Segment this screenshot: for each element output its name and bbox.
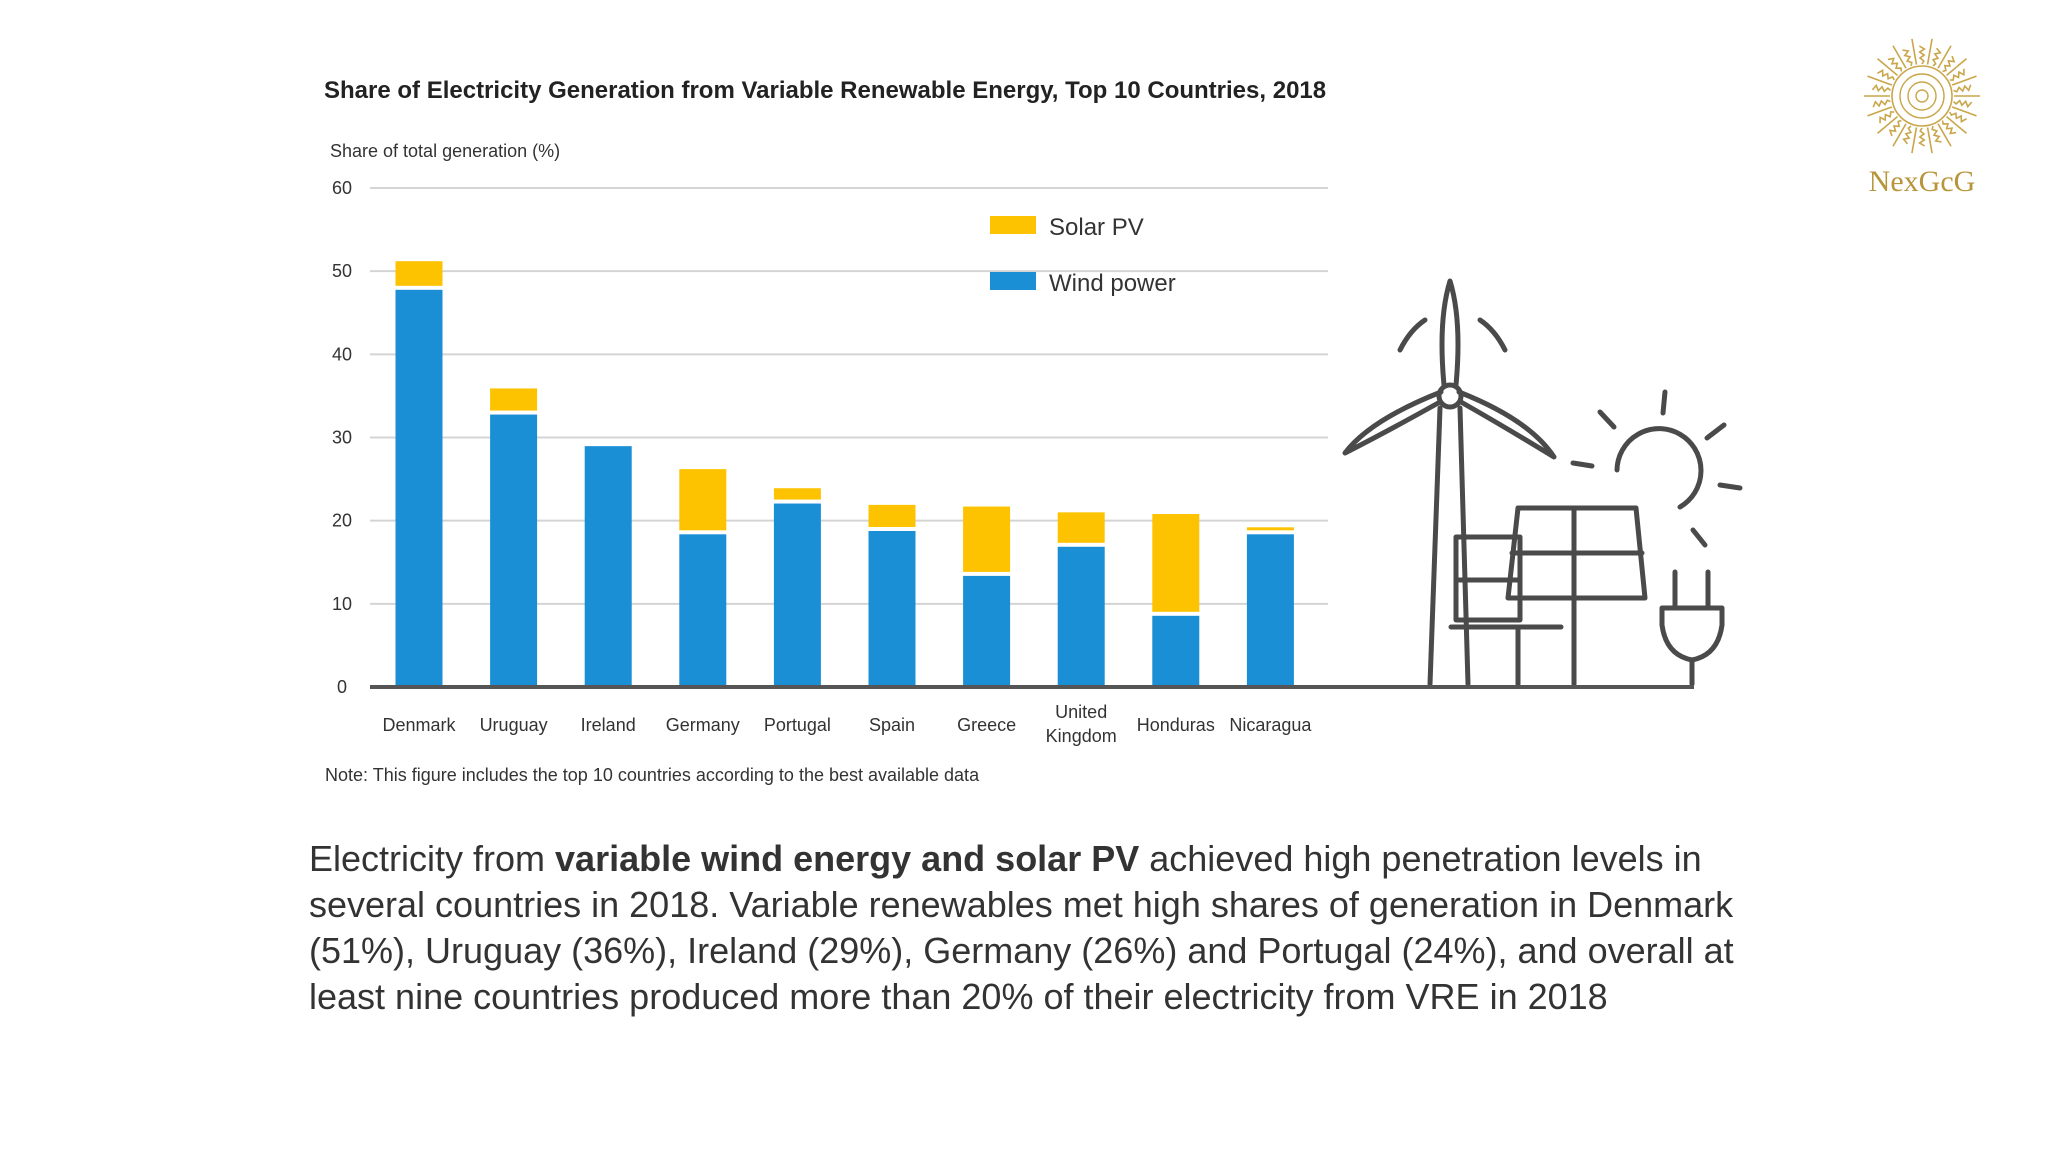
- y-tick-label: 20: [332, 511, 352, 531]
- y-tick-label: 60: [332, 178, 352, 198]
- bar-wind-power-ireland: [584, 446, 632, 687]
- x-tick-label: Greece: [957, 715, 1016, 735]
- bar-wind-power-greece: [963, 575, 1011, 687]
- logo: NexGcG: [1862, 36, 1982, 199]
- bar-wind-power-spain: [868, 530, 916, 687]
- chart-note: Note: This figure includes the top 10 co…: [325, 765, 980, 785]
- paragraph-bold-text: variable wind energy and solar PV: [555, 838, 1140, 879]
- y-tick-label: 30: [332, 428, 352, 448]
- illustration: [1342, 278, 1743, 687]
- plug-icon: [1659, 569, 1725, 687]
- legend-swatch-wind: [990, 272, 1036, 290]
- x-tick-label: Portugal: [764, 715, 831, 735]
- y-tick-label: 0: [337, 677, 347, 697]
- paragraph-text-start: Electricity from: [309, 838, 556, 879]
- bars: [395, 261, 1294, 687]
- y-tick-label: 10: [332, 594, 352, 614]
- y-axis-label: Share of total generation (%): [330, 141, 560, 161]
- x-tick-label: Nicaragua: [1229, 715, 1312, 735]
- sun-icon: [1570, 389, 1743, 548]
- chart: Share of Electricity Generation from Var…: [324, 77, 1743, 785]
- wind-turbine-icon: [1342, 278, 1557, 687]
- bar-wind-power-uruguay: [490, 414, 538, 687]
- legend: Solar PV Wind power: [990, 214, 1176, 297]
- bar-solar-pv-honduras: [1152, 514, 1200, 612]
- bar-wind-power-honduras: [1152, 615, 1200, 687]
- x-tick-label: Ireland: [581, 715, 636, 735]
- bar-wind-power-portugal: [773, 503, 821, 687]
- bar-solar-pv-greece: [963, 506, 1011, 572]
- bar-solar-pv-united-kingdom: [1057, 512, 1105, 543]
- x-tick-label: Germany: [666, 715, 740, 735]
- legend-label-wind: Wind power: [1049, 270, 1176, 297]
- sun-logo-icon: [1864, 38, 1980, 154]
- x-tick-label: United Kingdom: [1046, 702, 1117, 746]
- legend-label-solar: Solar PV: [1049, 214, 1144, 241]
- x-tick-label: Uruguay: [480, 715, 548, 735]
- solar-panel-icon: [1448, 505, 1648, 687]
- y-tick-label: 50: [332, 261, 352, 281]
- bar-solar-pv-nicaragua: [1246, 527, 1294, 531]
- bar-solar-pv-portugal: [773, 488, 821, 500]
- bar-wind-power-united-kingdom: [1057, 546, 1105, 687]
- bar-wind-power-germany: [679, 534, 727, 687]
- bar-wind-power-denmark: [395, 289, 443, 687]
- logo-text: NexGcG: [1868, 165, 1976, 198]
- legend-swatch-solar: [990, 216, 1036, 234]
- chart-title: Share of Electricity Generation from Var…: [324, 77, 1326, 104]
- bar-solar-pv-uruguay: [490, 388, 538, 411]
- x-tick-label: Denmark: [382, 715, 456, 735]
- y-tick-label: 40: [332, 344, 352, 364]
- x-labels: Denmark Uruguay Ireland Germany Portugal Spai…: [382, 702, 1312, 746]
- paragraph-text-end: achieved high penetration levels in seve…: [309, 838, 1734, 1017]
- y-ticks: 0 10 20 30 40 50 60: [332, 178, 352, 697]
- x-tick-label: Spain: [869, 715, 915, 735]
- bar-solar-pv-denmark: [395, 261, 443, 286]
- bar-solar-pv-spain: [868, 504, 916, 527]
- bar-solar-pv-germany: [679, 469, 727, 531]
- x-tick-label: Honduras: [1137, 715, 1215, 735]
- bar-wind-power-nicaragua: [1246, 534, 1294, 687]
- description-paragraph: Electricity from variable wind energy an…: [309, 836, 1809, 1020]
